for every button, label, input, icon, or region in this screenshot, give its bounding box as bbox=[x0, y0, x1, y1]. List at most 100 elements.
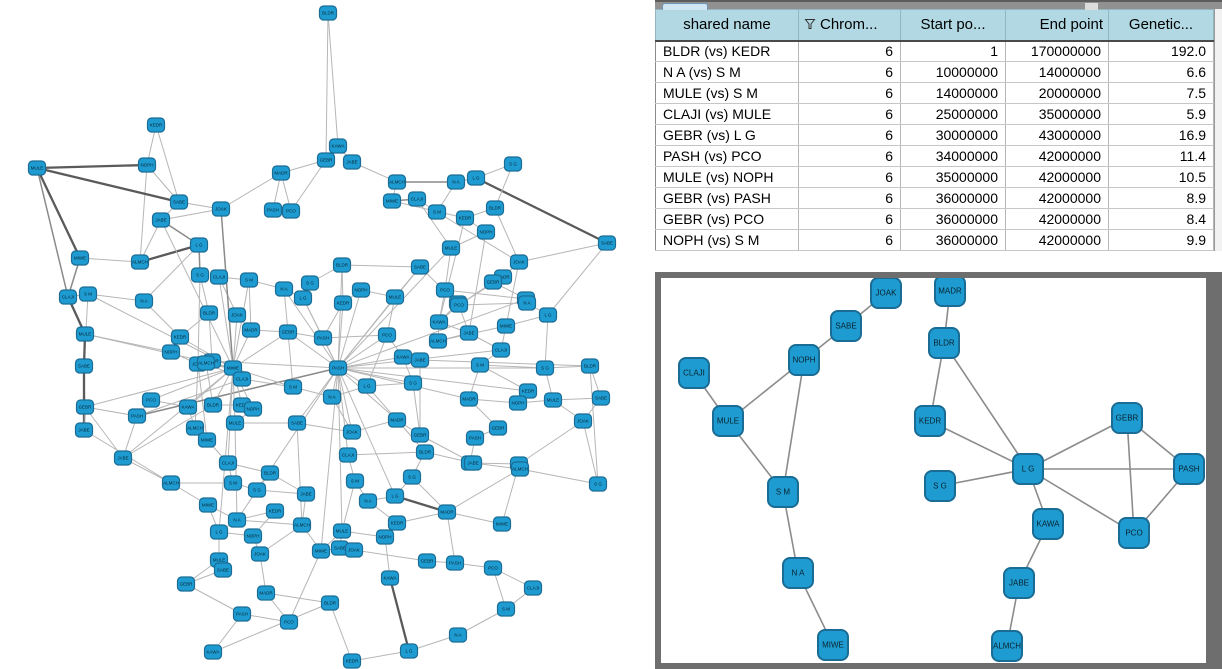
node-shape[interactable] bbox=[1118, 517, 1150, 549]
table-cell[interactable]: 6 bbox=[798, 166, 901, 188]
network-node[interactable]: MIWE bbox=[382, 193, 402, 209]
network-edge[interactable] bbox=[36, 163, 148, 170]
node-shape[interactable] bbox=[209, 269, 229, 285]
network-edge[interactable] bbox=[218, 367, 234, 533]
network-node[interactable]: MULE bbox=[543, 392, 563, 408]
network-node[interactable]: BLDR bbox=[260, 465, 280, 481]
network-node[interactable]: JABE bbox=[459, 325, 479, 341]
network-node[interactable]: S G bbox=[190, 267, 210, 283]
filter-icon[interactable] bbox=[804, 18, 816, 30]
node-shape[interactable] bbox=[318, 5, 338, 21]
column-header-2[interactable]: Start po... bbox=[900, 9, 1006, 42]
network-node[interactable]: PASH bbox=[1173, 453, 1205, 485]
network-node[interactable]: MIWE bbox=[311, 543, 331, 559]
network-edge[interactable] bbox=[208, 312, 213, 362]
network-edge[interactable] bbox=[446, 511, 456, 564]
table-row[interactable]: N A (vs) S M 6 10000000 14000000 6.6 bbox=[655, 61, 1215, 83]
node-shape[interactable] bbox=[311, 543, 331, 559]
table-cell[interactable]: 6 bbox=[798, 40, 901, 62]
network-node[interactable]: S G bbox=[588, 476, 608, 492]
node-shape[interactable] bbox=[538, 307, 558, 323]
network-edge[interactable] bbox=[136, 378, 243, 417]
network-node[interactable]: CLAJI bbox=[678, 357, 710, 389]
node-shape[interactable] bbox=[213, 562, 233, 578]
network-edge[interactable] bbox=[218, 276, 234, 369]
network-node[interactable]: ALMCH bbox=[196, 355, 216, 371]
network-edge[interactable] bbox=[287, 331, 294, 388]
network-node[interactable]: L G bbox=[293, 290, 313, 306]
network-edge[interactable] bbox=[322, 334, 388, 339]
node-shape[interactable] bbox=[232, 606, 252, 622]
network-edge[interactable] bbox=[329, 602, 353, 662]
node-shape[interactable] bbox=[170, 329, 190, 345]
table-cell[interactable]: 192.0 bbox=[1108, 40, 1215, 62]
column-header-0[interactable]: shared name bbox=[655, 9, 799, 42]
network-edge[interactable] bbox=[84, 367, 234, 408]
network-edge[interactable] bbox=[288, 550, 322, 623]
node-shape[interactable] bbox=[455, 210, 475, 226]
network-edge[interactable] bbox=[139, 243, 200, 264]
network-edge[interactable] bbox=[337, 266, 421, 369]
network-node[interactable]: L G bbox=[399, 643, 419, 659]
column-header-1[interactable]: Chrom... bbox=[798, 9, 901, 42]
node-shape[interactable] bbox=[403, 375, 423, 391]
node-shape[interactable] bbox=[357, 378, 377, 394]
node-shape[interactable] bbox=[385, 488, 405, 504]
node-shape[interactable] bbox=[113, 450, 133, 466]
node-shape[interactable] bbox=[328, 138, 348, 154]
network-node[interactable]: ALMCH bbox=[510, 461, 530, 477]
network-edge[interactable] bbox=[589, 365, 599, 485]
network-edge[interactable] bbox=[36, 166, 180, 204]
network-edge[interactable] bbox=[185, 583, 243, 615]
node-shape[interactable] bbox=[271, 165, 291, 181]
network-edge[interactable] bbox=[143, 244, 200, 302]
node-shape[interactable] bbox=[510, 461, 530, 477]
network-edge[interactable] bbox=[468, 231, 487, 334]
network-node[interactable]: BLDR bbox=[320, 595, 340, 611]
node-shape[interactable] bbox=[189, 237, 209, 253]
node-shape[interactable] bbox=[535, 360, 555, 376]
network-edge[interactable] bbox=[290, 159, 327, 212]
table-cell[interactable]: 34000000 bbox=[900, 145, 1006, 167]
network-node[interactable]: N A bbox=[446, 174, 466, 190]
network-edge[interactable] bbox=[160, 208, 222, 221]
node-shape[interactable] bbox=[292, 517, 312, 533]
network-edge[interactable] bbox=[444, 289, 527, 300]
network-node[interactable]: CLAJI bbox=[58, 289, 78, 305]
network-node[interactable]: GEBR bbox=[488, 420, 508, 436]
network-edge[interactable] bbox=[160, 219, 234, 369]
node-shape[interactable] bbox=[437, 504, 457, 520]
table-cell[interactable]: 10000000 bbox=[900, 61, 1006, 83]
network-node[interactable]: S G bbox=[247, 482, 267, 498]
node-shape[interactable] bbox=[130, 254, 150, 270]
node-shape[interactable] bbox=[870, 278, 902, 309]
network-node[interactable]: L G bbox=[385, 488, 405, 504]
table-cell[interactable]: 14000000 bbox=[1005, 61, 1109, 83]
network-node[interactable]: MULE bbox=[441, 240, 461, 256]
network-node[interactable]: NOPH bbox=[161, 344, 181, 360]
table-cell[interactable]: PASH (vs) PCO bbox=[655, 145, 799, 167]
node-shape[interactable] bbox=[399, 643, 419, 659]
node-shape[interactable] bbox=[914, 405, 946, 437]
node-shape[interactable] bbox=[1012, 453, 1044, 485]
network-edge[interactable] bbox=[179, 336, 234, 369]
network-edge[interactable] bbox=[353, 549, 428, 562]
node-shape[interactable] bbox=[78, 286, 98, 302]
network-node[interactable]: JOAK bbox=[342, 424, 362, 440]
network-edge[interactable] bbox=[265, 592, 331, 604]
node-shape[interactable] bbox=[239, 272, 259, 288]
node-shape[interactable] bbox=[274, 281, 294, 297]
node-shape[interactable] bbox=[712, 405, 744, 437]
node-shape[interactable] bbox=[496, 601, 516, 617]
table-cell[interactable]: 6 bbox=[798, 124, 901, 146]
table-cell[interactable]: 30000000 bbox=[900, 124, 1006, 146]
node-shape[interactable] bbox=[385, 289, 405, 305]
network-node[interactable]: KEDR bbox=[170, 329, 190, 345]
network-edge[interactable] bbox=[150, 367, 234, 401]
table-tab[interactable] bbox=[662, 3, 708, 10]
network-edge[interactable] bbox=[122, 404, 214, 459]
node-shape[interactable] bbox=[387, 515, 407, 531]
network-edge[interactable] bbox=[36, 167, 69, 298]
node-shape[interactable] bbox=[211, 201, 231, 217]
node-shape[interactable] bbox=[316, 152, 336, 168]
